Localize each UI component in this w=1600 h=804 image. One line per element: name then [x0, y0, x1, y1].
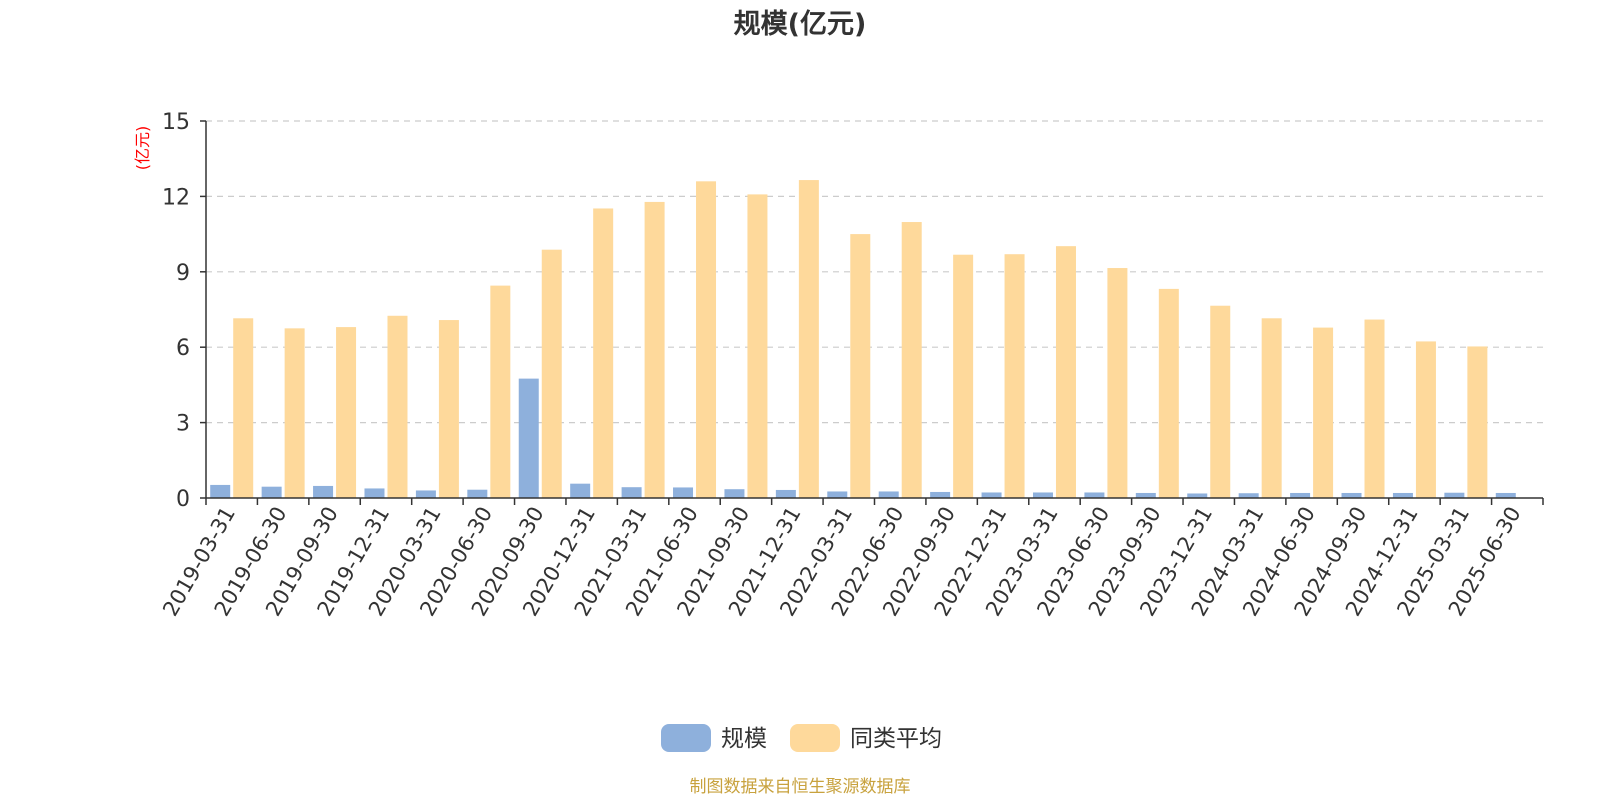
- bar-peer-average: [901, 222, 922, 498]
- bar-peer-average: [1055, 246, 1076, 498]
- bar-peer-average: [593, 208, 614, 499]
- bar-peer-average: [1158, 288, 1179, 498]
- bar-peer-average: [1415, 341, 1436, 498]
- bar-scale: [415, 490, 436, 498]
- legend-label-peer-average: 同类平均: [850, 726, 942, 752]
- bars: [210, 180, 1516, 499]
- legend: 规模 同类平均: [661, 724, 942, 752]
- y-tick-label: 6: [176, 336, 190, 361]
- bar-scale: [210, 484, 231, 498]
- y-tick-label: 3: [176, 412, 190, 437]
- bar-peer-average: [336, 327, 357, 498]
- bar-scale: [724, 489, 745, 498]
- bar-peer-average: [953, 254, 974, 498]
- bar-scale: [673, 487, 694, 498]
- bar-peer-average: [1364, 319, 1385, 498]
- axes: [200, 120, 1544, 505]
- bar-scale: [1187, 493, 1208, 498]
- bar-scale: [1290, 492, 1311, 498]
- bar-scale: [878, 491, 899, 498]
- bar-scale: [261, 486, 282, 498]
- bar-peer-average: [1004, 254, 1025, 498]
- bar-peer-average: [438, 320, 459, 498]
- bar-peer-average: [387, 315, 408, 498]
- bar-scale: [1444, 492, 1465, 498]
- bar-scale: [1135, 492, 1156, 498]
- bar-peer-average: [1210, 305, 1231, 498]
- legend-swatch-scale: [661, 724, 711, 752]
- bar-scale: [313, 485, 334, 498]
- bar-peer-average: [696, 181, 717, 498]
- bar-scale: [827, 491, 848, 498]
- bar-peer-average: [284, 328, 305, 498]
- y-tick-label: 15: [162, 110, 190, 135]
- data-source-footer: 制图数据来自恒生聚源数据库: [690, 777, 911, 797]
- bar-peer-average: [850, 234, 871, 498]
- bar-scale: [518, 378, 539, 498]
- bar-peer-average: [541, 249, 562, 498]
- bar-peer-average: [798, 180, 819, 498]
- bar-peer-average: [1107, 268, 1128, 498]
- bar-peer-average: [1467, 346, 1488, 498]
- bar-scale: [467, 489, 488, 498]
- bar-peer-average: [747, 194, 768, 498]
- bar-peer-average: [644, 201, 665, 499]
- bar-scale: [775, 489, 796, 498]
- legend-label-scale: 规模: [721, 726, 767, 752]
- bar-scale: [930, 491, 951, 498]
- bar-scale: [1084, 492, 1105, 498]
- bar-scale: [1392, 492, 1413, 498]
- bar-scale: [570, 483, 591, 498]
- bar-peer-average: [490, 285, 511, 498]
- bar-scale: [621, 487, 642, 498]
- bar-peer-average: [233, 318, 254, 498]
- bar-scale: [981, 492, 1002, 498]
- bar-scale: [1032, 492, 1053, 498]
- bar-peer-average: [1261, 318, 1282, 498]
- bar-scale: [1495, 492, 1516, 498]
- y-tick-label: 0: [176, 487, 190, 512]
- y-tick-labels: 0 3 6 9 12 15: [162, 110, 190, 512]
- y-tick-label: 12: [162, 185, 190, 210]
- bar-scale: [1238, 493, 1259, 498]
- y-axis-unit-label: (亿元): [133, 126, 152, 171]
- chart-title: 规模(亿元): [734, 9, 867, 40]
- y-tick-label: 9: [176, 261, 190, 286]
- bar-scale: [1341, 492, 1362, 498]
- bar-scale: [364, 488, 385, 498]
- bar-peer-average: [1313, 327, 1334, 498]
- x-tick-labels: 2019-03-312019-06-302019-09-302019-12-31…: [158, 502, 1525, 620]
- legend-swatch-peer-average: [790, 724, 840, 752]
